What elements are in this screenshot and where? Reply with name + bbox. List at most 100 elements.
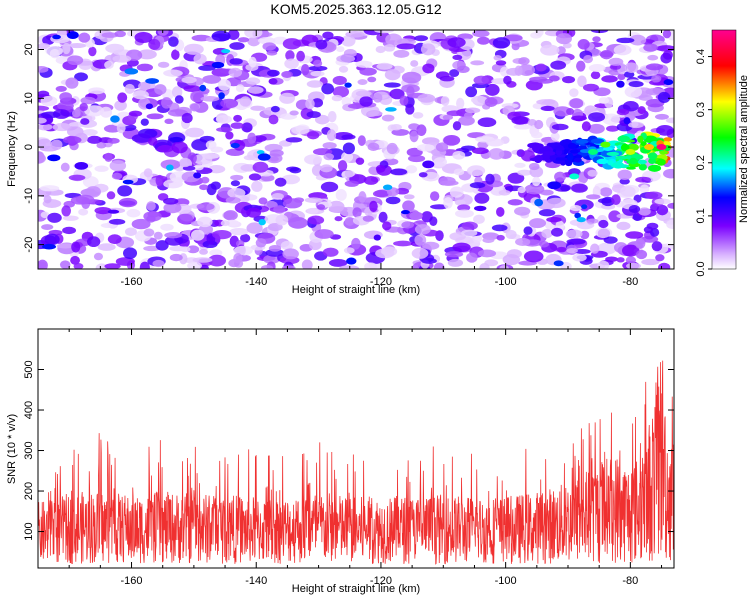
heatmap-cell xyxy=(373,234,381,241)
heatmap-cell xyxy=(225,196,241,204)
heatmap-signal-cell xyxy=(569,149,579,154)
heatmap-cell xyxy=(225,131,234,140)
heatmap-cell xyxy=(216,127,233,133)
heatmap-cell xyxy=(546,216,562,223)
heatmap-cell xyxy=(514,206,531,216)
heatmap-cell xyxy=(210,181,221,190)
heatmap-signal-cell xyxy=(573,157,582,163)
heatmap-y-tick-label: 10 xyxy=(23,92,35,104)
heatmap-cell xyxy=(255,238,267,248)
heatmap-cell xyxy=(367,142,380,152)
heatmap-cell xyxy=(331,94,343,102)
heatmap-cell xyxy=(660,52,672,64)
heatmap-cell xyxy=(375,164,386,173)
heatmap-cell xyxy=(551,227,563,237)
heatmap-cell xyxy=(393,49,410,58)
heatmap-cell xyxy=(554,171,566,182)
heatmap-cell xyxy=(359,67,377,76)
heatmap-cell xyxy=(581,121,591,132)
heatmap-cell xyxy=(104,263,121,269)
heatmap-cell xyxy=(336,46,345,53)
heatmap-cell xyxy=(625,256,637,264)
heatmap-cell xyxy=(616,257,625,263)
heatmap-cell xyxy=(577,75,587,88)
heatmap-cell xyxy=(414,234,427,246)
heatmap-cell xyxy=(55,85,67,92)
heatmap-cell xyxy=(320,181,339,193)
heatmap-cell xyxy=(662,30,672,39)
heatmap-cell xyxy=(588,123,605,134)
heatmap-cell xyxy=(357,79,368,85)
heatmap-cell xyxy=(338,65,349,73)
heatmap-cell xyxy=(304,154,323,165)
heatmap-cell xyxy=(217,79,231,91)
heatmap-cell xyxy=(440,96,450,106)
heatmap-cell xyxy=(507,199,523,206)
heatmap-cell xyxy=(666,219,674,230)
heatmap-cell xyxy=(163,69,183,77)
heatmap-cell xyxy=(39,185,60,192)
heatmap-cell xyxy=(608,210,621,223)
heatmap-x-axis: -160 -140 -120 -100 -80 xyxy=(37,30,663,288)
heatmap-cell xyxy=(240,233,251,243)
heatmap-cell xyxy=(211,30,231,42)
heatmap-cell xyxy=(598,219,609,229)
heatmap-cell xyxy=(208,254,226,267)
heatmap-cell xyxy=(112,55,132,63)
heatmap-cell xyxy=(663,79,674,86)
heatmap-cell xyxy=(367,110,383,117)
heatmap-cell xyxy=(315,39,328,50)
heatmap-signal-cell xyxy=(606,151,619,156)
heatmap-cell xyxy=(71,241,81,253)
heatmap-cell xyxy=(491,224,508,232)
heatmap-cell xyxy=(241,122,253,133)
heatmap-signal-cell xyxy=(549,154,557,162)
heatmap-cell xyxy=(663,168,674,179)
heatmap-cell xyxy=(341,151,354,163)
heatmap-cell xyxy=(50,139,63,151)
heatmap-cell xyxy=(103,124,122,133)
heatmap-signal-cell xyxy=(612,161,625,169)
heatmap-cell xyxy=(484,97,498,107)
heatmap-cell xyxy=(617,169,632,181)
heatmap-cell xyxy=(78,32,91,43)
heatmap-cell xyxy=(240,164,257,172)
heatmap-cell xyxy=(205,140,217,150)
heatmap-cell xyxy=(414,224,431,235)
heatmap-peak-cell xyxy=(656,144,667,151)
heatmap-cell xyxy=(246,207,261,218)
heatmap-cell xyxy=(383,82,401,88)
heatmap-cell xyxy=(369,200,378,213)
heatmap-cell xyxy=(439,75,455,82)
heatmap-cell xyxy=(187,261,202,269)
heatmap-cell xyxy=(38,42,50,50)
heatmap-cell xyxy=(372,190,390,198)
heatmap-signal-cell xyxy=(617,135,630,143)
heatmap-signal-cell xyxy=(542,150,556,156)
heatmap-cell xyxy=(656,124,674,136)
heatmap-cell xyxy=(439,180,459,186)
heatmap-cell xyxy=(401,221,415,229)
heatmap-cell xyxy=(62,136,82,144)
heatmap-cell xyxy=(447,258,464,267)
heatmap-cell xyxy=(352,207,362,218)
heatmap-cell xyxy=(422,241,440,250)
heatmap-cell xyxy=(344,216,355,226)
heatmap-cell xyxy=(586,218,599,224)
heatmap-cell xyxy=(124,68,139,75)
heatmap-cell xyxy=(143,168,153,178)
heatmap-cell xyxy=(592,36,601,43)
heatmap-cell xyxy=(337,160,348,172)
heatmap-cell xyxy=(85,186,102,198)
heatmap-cell xyxy=(606,125,620,132)
heatmap-cell xyxy=(654,113,669,120)
heatmap-cell xyxy=(418,172,428,178)
heatmap-cell xyxy=(635,249,648,260)
snr-panel: -160 -140 -120 -100 -80 100 200 300 400 500 Heig… xyxy=(6,328,675,595)
heatmap-cell xyxy=(651,241,663,252)
heatmap-cell xyxy=(601,75,618,83)
heatmap-cell xyxy=(422,63,435,74)
heatmap-cell xyxy=(171,141,188,154)
heatmap-cell xyxy=(617,73,626,81)
heatmap-cell xyxy=(627,121,644,129)
